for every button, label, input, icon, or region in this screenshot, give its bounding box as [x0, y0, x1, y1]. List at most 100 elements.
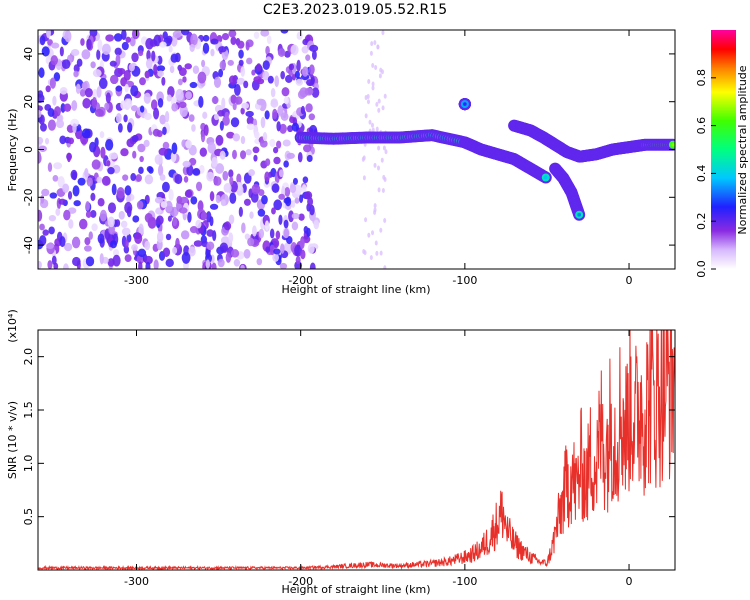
- noise-cell: [145, 261, 151, 269]
- noise-cell: [86, 177, 93, 187]
- noise-cell: [368, 119, 372, 125]
- noise-cell: [288, 63, 295, 71]
- noise-cell: [267, 75, 274, 84]
- ridge-core: [671, 142, 675, 147]
- noise-cell: [199, 147, 208, 157]
- noise-cell: [144, 70, 151, 79]
- noise-cell: [262, 131, 268, 142]
- noise-cell: [145, 58, 153, 69]
- noise-cell: [76, 58, 83, 67]
- noise-cell: [123, 245, 130, 254]
- noise-cell: [219, 150, 226, 160]
- colorbar-tick-label: 0.2: [695, 212, 708, 230]
- noise-cell: [150, 99, 158, 111]
- noise-cell: [246, 57, 253, 65]
- noise-cell: [116, 187, 125, 199]
- noise-cell: [281, 87, 290, 97]
- noise-cell: [215, 194, 221, 204]
- noise-cell: [246, 123, 255, 130]
- noise-cell: [100, 146, 106, 159]
- noise-cell: [375, 101, 379, 107]
- noise-cell: [256, 78, 265, 85]
- noise-cell: [226, 131, 235, 139]
- noise-cell: [71, 236, 81, 249]
- noise-cell: [270, 99, 279, 108]
- noise-cell: [39, 35, 46, 46]
- noise-cell: [125, 98, 133, 109]
- noise-cell: [59, 87, 68, 95]
- noise-cell: [124, 201, 133, 214]
- noise-cell: [303, 144, 312, 153]
- noise-cell: [143, 92, 151, 104]
- noise-cell: [382, 174, 386, 180]
- noise-cell: [381, 105, 385, 111]
- noise-cell: [97, 39, 103, 52]
- noise-cell: [254, 131, 260, 139]
- noise-cell: [70, 169, 78, 180]
- noise-cell: [121, 227, 131, 236]
- noise-cell: [306, 79, 315, 87]
- noise-cell: [191, 124, 196, 132]
- noise-cell: [105, 138, 114, 151]
- noise-cell: [308, 64, 315, 75]
- noise-cell: [202, 34, 210, 42]
- noise-cell: [41, 188, 50, 197]
- y-tick-label: 1.5: [22, 401, 35, 419]
- noise-cell: [283, 160, 289, 168]
- noise-cell: [98, 77, 108, 90]
- noise-cell: [185, 139, 192, 149]
- noise-cell: [210, 38, 219, 45]
- noise-cell: [364, 113, 368, 119]
- y-tick-label: 0.5: [22, 508, 35, 526]
- noise-cell: [61, 59, 71, 70]
- noise-cell: [188, 246, 196, 257]
- noise-cell: [182, 76, 187, 83]
- noise-cell: [64, 30, 72, 43]
- noise-cell: [236, 173, 242, 184]
- noise-cell: [383, 93, 387, 99]
- noise-cell: [280, 70, 285, 80]
- noise-cell: [190, 33, 198, 46]
- noise-cell: [259, 139, 268, 148]
- noise-cell: [107, 216, 115, 228]
- noise-cell: [294, 260, 303, 269]
- y-tick-label: 2.0: [22, 348, 35, 366]
- x-tick-label: 0: [626, 274, 633, 287]
- noise-cell: [221, 97, 226, 110]
- noise-cell: [46, 242, 55, 249]
- colorbar-label: Normalized spectral amplitude: [736, 65, 749, 234]
- noise-cell: [245, 110, 254, 118]
- noise-cell: [202, 42, 210, 54]
- noise-cell: [70, 48, 80, 56]
- noise-cell: [63, 209, 71, 221]
- ridge-core: [463, 102, 467, 106]
- noise-cell: [279, 262, 288, 269]
- noise-cell: [162, 31, 168, 40]
- noise-cell: [371, 63, 375, 69]
- noise-cell: [262, 60, 270, 70]
- noise-cell: [112, 248, 120, 257]
- noise-cell: [138, 50, 144, 57]
- colorbar-tick-label: 0.0: [695, 260, 708, 278]
- noise-cell: [211, 262, 217, 269]
- noise-cell: [290, 44, 299, 56]
- noise-cell: [77, 177, 86, 186]
- noise-cell: [120, 148, 129, 157]
- noise-cell: [276, 121, 281, 132]
- noise-cell: [148, 166, 154, 174]
- noise-cell: [269, 138, 276, 148]
- noise-cell: [213, 76, 222, 89]
- noise-cell: [299, 238, 305, 249]
- noise-cell: [209, 191, 215, 202]
- noise-cell: [230, 117, 240, 128]
- noise-cell: [370, 41, 374, 47]
- noise-cell: [132, 150, 137, 159]
- noise-cell: [171, 142, 178, 155]
- noise-cell: [278, 193, 286, 200]
- noise-cell: [131, 30, 140, 40]
- noise-cell: [153, 34, 162, 47]
- noise-cell: [202, 111, 208, 119]
- y-tick-label: -40: [22, 236, 35, 254]
- noise-cell: [264, 110, 270, 120]
- noise-cell: [264, 171, 270, 182]
